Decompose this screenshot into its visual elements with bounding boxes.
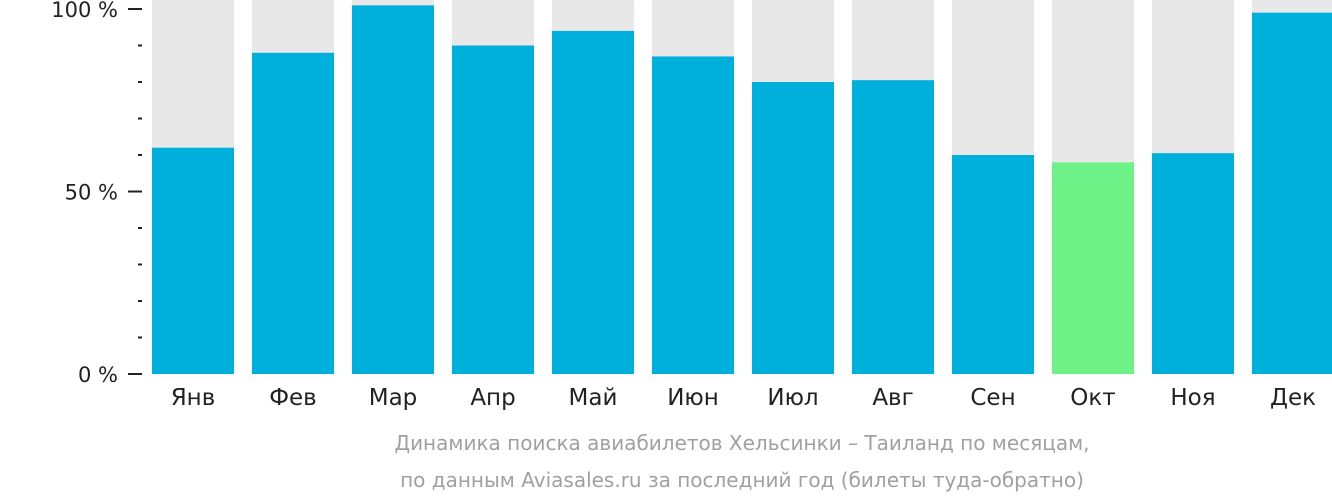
bar-4 (452, 45, 534, 374)
chart-caption-line-2: по данным Aviasales.ru за последний год … (400, 468, 1084, 492)
x-tick-label: Фев (269, 385, 317, 411)
x-tick-label: Мар (369, 385, 418, 411)
bars (152, 5, 1332, 375)
bar-10 (1052, 162, 1134, 374)
bar-8 (852, 80, 934, 375)
chart-caption-line-1: Динамика поиска авиабилетов Хельсинки – … (394, 431, 1090, 455)
x-tick-label: Окт (1070, 385, 1115, 411)
x-tick-label: Янв (171, 385, 216, 411)
y-tick-label: 0 % (78, 363, 118, 387)
bar-3 (352, 5, 434, 374)
x-tick-label: Июл (767, 385, 818, 411)
x-tick-label: Ноя (1170, 385, 1215, 411)
bar-6 (652, 56, 734, 374)
bar-9 (952, 155, 1034, 374)
bar-5 (552, 30, 634, 375)
y-tick-label: 100 % (51, 0, 118, 22)
x-tick-label: Июн (667, 385, 719, 411)
bar-2 (252, 52, 334, 375)
y-tick-label: 50 % (65, 181, 118, 205)
bar-1 (152, 147, 234, 374)
bar-chart: 0 % 50 % 100 % Янв Фев Мар Апр Май Июн Июл Авг Сен… (51, 0, 1332, 411)
x-tick-label: Апр (470, 385, 515, 411)
bar-7 (752, 82, 834, 374)
x-tick-label: Май (569, 385, 618, 411)
y-axis: 0 % 50 % 100 % (51, 0, 142, 387)
x-tick-label: Дек (1270, 385, 1316, 411)
x-tick-label: Сен (970, 385, 1015, 411)
x-tick-label: Авг (872, 385, 913, 411)
bar-12 (1252, 12, 1332, 375)
x-axis-labels: Янв Фев Мар Апр Май Июн Июл Авг Сен Окт Ноя Дек (171, 385, 1316, 411)
bar-11 (1152, 153, 1234, 374)
